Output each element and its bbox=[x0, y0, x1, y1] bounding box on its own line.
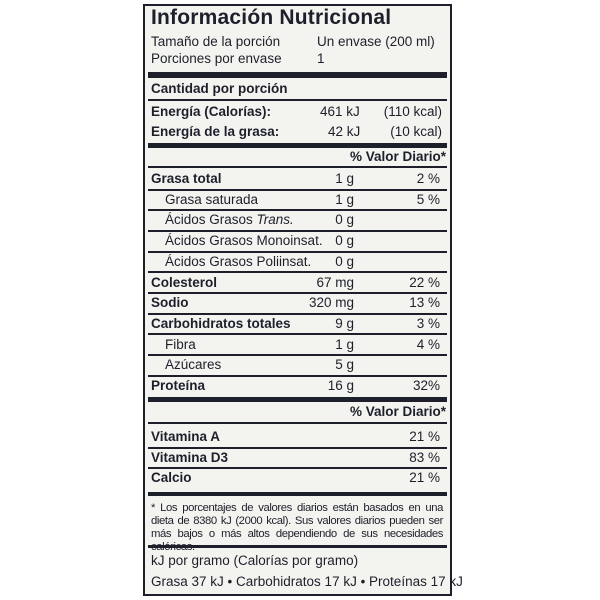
nutrient-name: Fibra bbox=[165, 336, 196, 352]
nutrient-amount: 0 g bbox=[335, 253, 354, 269]
vitamin-name: Vitamina D3 bbox=[151, 449, 229, 465]
divider bbox=[148, 188, 447, 191]
servings-per-container-label: Porciones por envase bbox=[151, 51, 282, 66]
nutrient-name: Sodio bbox=[151, 295, 189, 311]
nutrient-row: Ácidos Grasos Monoinsat. 0 g bbox=[151, 231, 440, 251]
nutrient-amount: 67 mg bbox=[316, 274, 354, 290]
nutrient-row: Azúcares 5 g bbox=[151, 355, 440, 375]
nutrient-row: Ácidos Grasos Poliinsat. 0 g bbox=[151, 252, 440, 272]
nutrient-row: Colesterol 67 mg 22 % bbox=[151, 273, 440, 293]
divider-thick bbox=[148, 72, 447, 78]
vitamin-name: Vitamina A bbox=[151, 429, 221, 444]
nutrient-name: Grasa saturada bbox=[165, 191, 259, 207]
vitamin-row: Vitamina A 21 % bbox=[151, 427, 440, 447]
divider bbox=[148, 209, 447, 212]
divider-thick bbox=[148, 492, 447, 496]
nutrition-facts-label: Información Nutricional Tamaño de la por… bbox=[143, 4, 463, 596]
serving-size-value: Un envase (200 ml) bbox=[317, 34, 435, 49]
nutrient-name: Ácidos Grasos Monoinsat. bbox=[165, 233, 323, 249]
nutrient-daily-value: 5 % bbox=[416, 191, 440, 207]
nutrient-daily-value: 13 % bbox=[409, 295, 440, 311]
vitamin-row: Calcio 21 % bbox=[151, 468, 440, 488]
nutrient-row: Carbohidratos totales 9 g 3 % bbox=[151, 314, 440, 334]
footnote: * Los porcentajes de valores diarios est… bbox=[151, 502, 443, 553]
nutrient-amount: 5 g bbox=[335, 357, 354, 373]
divider bbox=[148, 545, 447, 548]
energy-kcal: (110 kcal) bbox=[383, 104, 442, 119]
label-title: Información Nutricional bbox=[151, 6, 392, 29]
divider bbox=[148, 467, 447, 470]
nutrient-row: Grasa saturada 1 g 5 % bbox=[151, 190, 440, 210]
divider bbox=[148, 166, 447, 168]
divider bbox=[148, 99, 447, 101]
conversion-values: Grasa 37 kJ • Carbohidratos 17 kJ • Prot… bbox=[151, 574, 463, 589]
divider bbox=[148, 446, 447, 449]
vitamin-daily-value: 21 % bbox=[409, 470, 440, 486]
vitamin-daily-value: 83 % bbox=[409, 449, 440, 465]
nutrient-name: Ácidos Grasos Trans. bbox=[165, 212, 294, 228]
fat-energy-label: Energía de la grasa: bbox=[151, 124, 280, 139]
divider bbox=[148, 271, 447, 274]
nutrient-name: Grasa total bbox=[151, 171, 222, 186]
energy-kj: 461 kJ bbox=[320, 104, 360, 119]
nutrient-amount: 1 g bbox=[335, 191, 354, 207]
divider bbox=[148, 333, 447, 336]
nutrient-row: Ácidos Grasos Trans. 0 g bbox=[151, 210, 440, 230]
nutrient-row: Proteína 16 g 32% bbox=[151, 376, 440, 396]
nutrient-daily-value: 4 % bbox=[416, 336, 440, 352]
nutrient-daily-value: 3 % bbox=[416, 315, 440, 331]
fat-energy-kj: 42 kJ bbox=[328, 124, 361, 139]
trans-italic: Trans. bbox=[256, 212, 294, 228]
nutrient-amount: 0 g bbox=[335, 212, 354, 228]
amount-per-serving-header: Cantidad por porción bbox=[151, 81, 288, 96]
divider bbox=[148, 250, 447, 253]
vitamins-daily-value-header: % Valor Diario* bbox=[349, 404, 446, 419]
divider-thick bbox=[148, 397, 447, 402]
vitamin-name: Calcio bbox=[151, 470, 192, 486]
nutrient-row: Grasa total 1 g 2 % bbox=[151, 169, 440, 189]
nutrient-row: Sodio 320 mg 13 % bbox=[151, 293, 440, 313]
nutrient-amount: 0 g bbox=[335, 233, 354, 249]
energy-label: Energía (Calorías): bbox=[151, 104, 272, 119]
nutrient-amount: 16 g bbox=[327, 378, 354, 393]
nutrient-name: Ácidos Grasos Poliinsat. bbox=[165, 253, 312, 269]
nutrient-daily-value: 2 % bbox=[416, 171, 440, 186]
nutrient-name: Carbohidratos totales bbox=[151, 315, 291, 331]
divider bbox=[148, 354, 447, 357]
divider bbox=[148, 312, 447, 315]
divider bbox=[148, 229, 447, 232]
nutrient-name: Proteína bbox=[151, 378, 206, 393]
nutrient-amount: 1 g bbox=[335, 336, 354, 352]
servings-per-container-value: 1 bbox=[317, 51, 325, 66]
nutrient-daily-value: 22 % bbox=[409, 274, 440, 290]
nutrient-daily-value: 32% bbox=[412, 378, 440, 393]
nutrient-row: Fibra 1 g 4 % bbox=[151, 335, 440, 355]
conversion-header: kJ por gramo (Calorías por gramo) bbox=[151, 553, 359, 568]
nutrient-amount: 1 g bbox=[335, 171, 354, 186]
divider-thick bbox=[148, 143, 447, 148]
vitamin-daily-value: 21 % bbox=[409, 429, 440, 444]
nutrient-amount: 9 g bbox=[335, 315, 354, 331]
divider bbox=[148, 422, 447, 424]
nutrient-amount: 320 mg bbox=[308, 295, 354, 311]
divider bbox=[148, 292, 447, 294]
nutrient-name: Azúcares bbox=[165, 357, 222, 373]
daily-value-header: % Valor Diario* bbox=[349, 149, 446, 164]
serving-size-label: Tamaño de la porción bbox=[151, 34, 281, 49]
divider bbox=[148, 374, 447, 377]
nutrient-name: Colesterol bbox=[151, 274, 218, 290]
fat-energy-kcal: (10 kcal) bbox=[390, 124, 442, 139]
vitamin-row: Vitamina D3 83 % bbox=[151, 448, 440, 468]
